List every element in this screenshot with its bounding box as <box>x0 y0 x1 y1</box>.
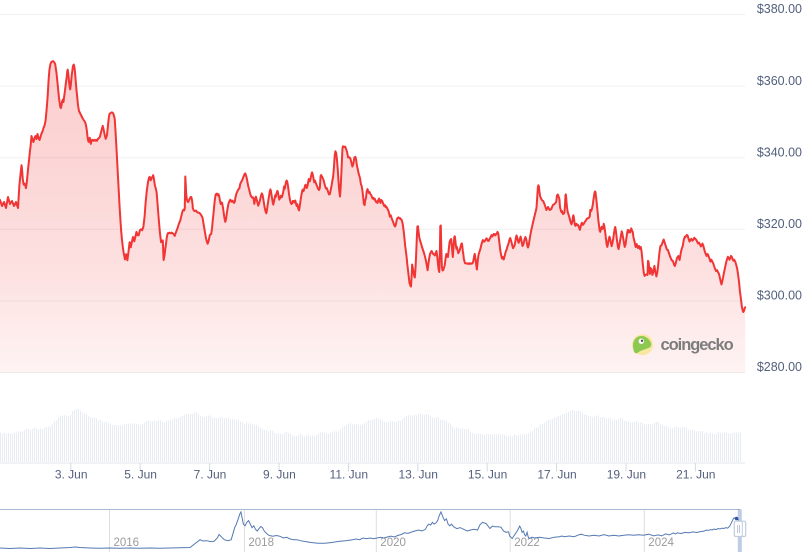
svg-text:$380.00: $380.00 <box>757 2 802 16</box>
svg-text:2024: 2024 <box>648 537 674 549</box>
svg-text:21. Jun: 21. Jun <box>676 468 715 482</box>
svg-text:3. Jun: 3. Jun <box>55 468 88 482</box>
svg-text:9. Jun: 9. Jun <box>263 468 296 482</box>
svg-text:17. Jun: 17. Jun <box>537 468 576 482</box>
svg-text:$300.00: $300.00 <box>757 289 802 303</box>
svg-text:$320.00: $320.00 <box>757 217 802 231</box>
svg-text:2022: 2022 <box>514 537 540 549</box>
svg-text:$360.00: $360.00 <box>757 74 802 88</box>
svg-text:15. Jun: 15. Jun <box>468 468 507 482</box>
svg-text:13. Jun: 13. Jun <box>399 468 438 482</box>
svg-text:7. Jun: 7. Jun <box>194 468 227 482</box>
svg-text:11. Jun: 11. Jun <box>330 468 368 482</box>
svg-text:2020: 2020 <box>380 537 406 549</box>
svg-text:$340.00: $340.00 <box>757 145 802 159</box>
svg-text:19. Jun: 19. Jun <box>607 468 646 482</box>
svg-text:$280.00: $280.00 <box>757 360 802 374</box>
svg-text:5. Jun: 5. Jun <box>124 468 157 482</box>
svg-text:2016: 2016 <box>114 537 140 549</box>
svg-text:2018: 2018 <box>248 537 274 549</box>
svg-text:coingecko: coingecko <box>661 336 734 354</box>
